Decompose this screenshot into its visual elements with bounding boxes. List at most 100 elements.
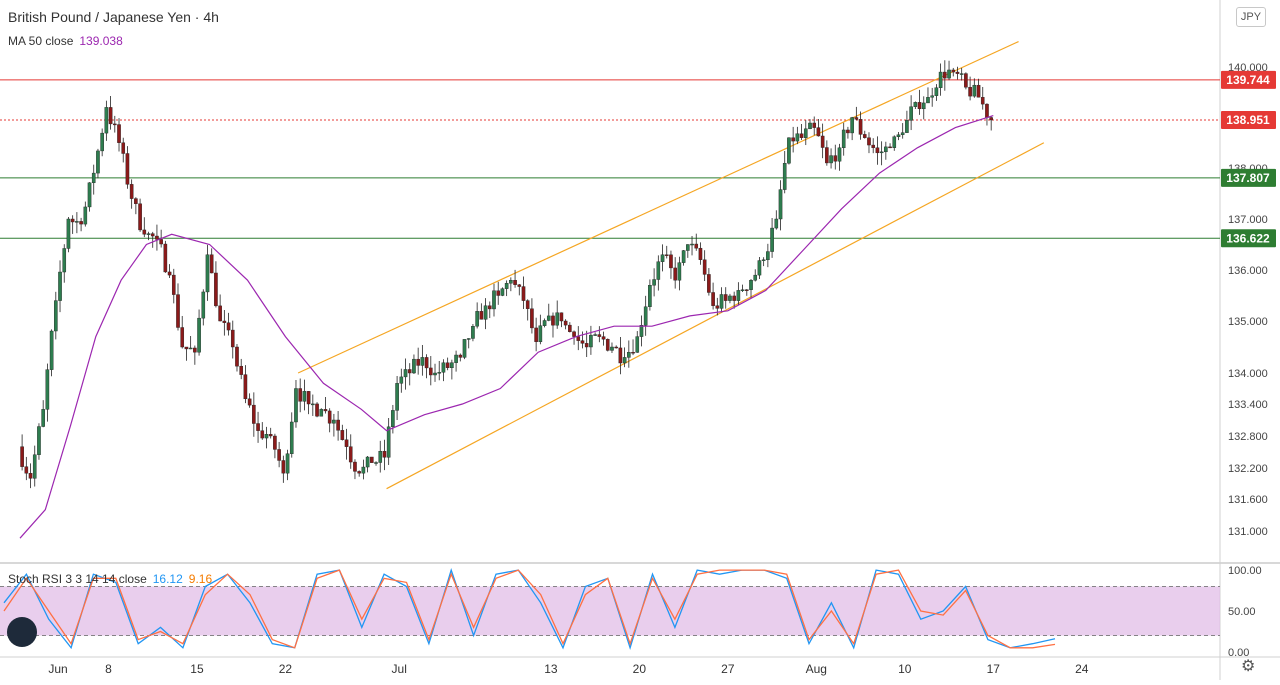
candle-body[interactable] — [150, 233, 155, 237]
candle-body[interactable] — [757, 260, 762, 276]
candle-body[interactable] — [879, 151, 884, 154]
candle-body[interactable] — [45, 369, 50, 410]
tradingview-logo-icon[interactable] — [7, 617, 37, 647]
candle-body[interactable] — [445, 362, 450, 368]
candle-body[interactable] — [268, 434, 273, 437]
candle-body[interactable] — [690, 243, 694, 246]
candle-body[interactable] — [289, 421, 294, 454]
candle-body[interactable] — [829, 155, 833, 164]
candle-body[interactable] — [306, 391, 311, 405]
candle-body[interactable] — [711, 292, 715, 306]
candle-body[interactable] — [559, 312, 564, 322]
candle-body[interactable] — [294, 388, 298, 423]
candle-body[interactable] — [399, 376, 404, 384]
candle-body[interactable] — [66, 218, 71, 249]
candle-body[interactable] — [197, 317, 201, 353]
candle-body[interactable] — [846, 129, 850, 134]
candle-body[interactable] — [340, 430, 345, 440]
candle-body[interactable] — [454, 354, 458, 363]
candle-body[interactable] — [370, 456, 374, 463]
candle-body[interactable] — [605, 339, 610, 351]
stoch-k-line[interactable] — [3, 567, 1056, 650]
candle-body[interactable] — [618, 347, 623, 364]
candle-body[interactable] — [214, 272, 218, 307]
candle-body[interactable] — [471, 326, 475, 339]
candle-body[interactable] — [538, 325, 543, 343]
candle-body[interactable] — [20, 446, 24, 467]
candle-body[interactable] — [450, 362, 454, 369]
candle-body[interactable] — [91, 172, 96, 183]
candle-body[interactable] — [656, 261, 661, 280]
candle-body[interactable] — [787, 137, 791, 164]
candle-body[interactable] — [715, 305, 720, 309]
candle-body[interactable] — [833, 155, 838, 162]
candle-body[interactable] — [416, 358, 420, 366]
candle-body[interactable] — [909, 106, 913, 121]
candle-body[interactable] — [867, 137, 871, 146]
candle-body[interactable] — [593, 334, 597, 336]
candle-body[interactable] — [509, 280, 513, 284]
candle-body[interactable] — [344, 439, 349, 447]
candle-body[interactable] — [361, 466, 366, 474]
candle-body[interactable] — [209, 254, 214, 274]
candle-body[interactable] — [298, 388, 302, 402]
candle-body[interactable] — [176, 294, 180, 328]
candle-body[interactable] — [964, 73, 968, 88]
candle-body[interactable] — [54, 300, 58, 332]
candle-body[interactable] — [732, 295, 736, 301]
candle-body[interactable] — [58, 271, 62, 301]
candle-body[interactable] — [989, 117, 993, 121]
channel-lower-line[interactable] — [386, 142, 1045, 490]
candle-body[interactable] — [820, 135, 825, 148]
candle-body[interactable] — [972, 84, 977, 97]
candle-body[interactable] — [627, 352, 631, 358]
candle-body[interactable] — [218, 305, 222, 322]
candle-body[interactable] — [884, 146, 888, 153]
candle-body[interactable] — [938, 71, 943, 88]
candle-body[interactable] — [256, 423, 260, 431]
gear-icon[interactable]: ⚙ — [1241, 658, 1256, 675]
candle-body[interactable] — [458, 354, 463, 358]
candle-body[interactable] — [252, 404, 256, 424]
candle-body[interactable] — [803, 128, 808, 138]
candle-body[interactable] — [934, 87, 939, 96]
candle-body[interactable] — [614, 346, 618, 349]
candle-body[interactable] — [378, 450, 383, 463]
candle-body[interactable] — [521, 286, 526, 301]
candle-body[interactable] — [386, 426, 391, 458]
candle-body[interactable] — [871, 144, 875, 148]
candle-body[interactable] — [664, 254, 669, 256]
channel-upper-line[interactable] — [297, 41, 1019, 374]
candle-body[interactable] — [264, 434, 269, 439]
candle-body[interactable] — [660, 254, 665, 262]
candle-body[interactable] — [374, 462, 378, 464]
candle-body[interactable] — [437, 372, 442, 374]
candle-body[interactable] — [782, 163, 787, 190]
candle-body[interactable] — [37, 426, 41, 455]
candle-body[interactable] — [985, 103, 989, 118]
candle-body[interactable] — [188, 347, 193, 350]
candle-body[interactable] — [530, 308, 534, 329]
candle-body[interactable] — [492, 290, 496, 310]
candle-body[interactable] — [336, 419, 340, 431]
candle-body[interactable] — [193, 347, 197, 353]
candle-body[interactable] — [424, 357, 429, 369]
candle-body[interactable] — [62, 248, 67, 273]
candle-body[interactable] — [917, 102, 922, 110]
candle-body[interactable] — [247, 398, 252, 406]
candle-body[interactable] — [159, 239, 163, 245]
candle-body[interactable] — [517, 284, 522, 287]
candle-body[interactable] — [129, 184, 134, 199]
candle-body[interactable] — [79, 221, 83, 225]
candle-body[interactable] — [723, 294, 728, 301]
candle-body[interactable] — [584, 343, 589, 348]
candle-body[interactable] — [87, 182, 92, 208]
candle-body[interactable] — [28, 473, 33, 479]
candle-body[interactable] — [568, 324, 572, 332]
candle-body[interactable] — [816, 127, 821, 137]
candle-body[interactable] — [546, 315, 551, 321]
candle-body[interactable] — [96, 150, 100, 174]
candle-body[interactable] — [420, 357, 425, 366]
candle-body[interactable] — [837, 147, 842, 162]
candle-body[interactable] — [631, 352, 635, 354]
